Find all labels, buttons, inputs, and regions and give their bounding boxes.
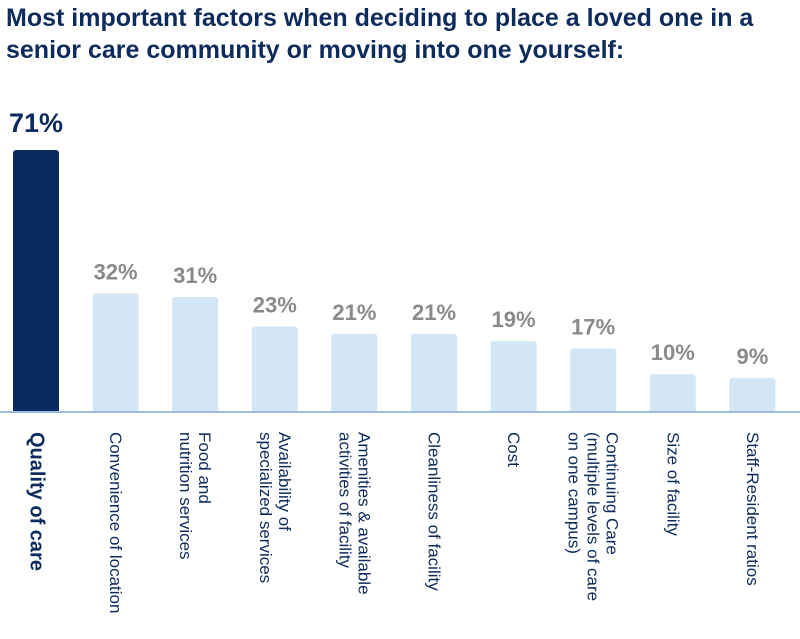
bar: [490, 341, 537, 413]
data-label: 21%: [332, 300, 376, 325]
data-label: 32%: [94, 259, 138, 284]
bar: [411, 333, 457, 413]
data-label: 23%: [253, 292, 297, 317]
category-label: Food and nutrition services: [176, 432, 215, 560]
bar: [649, 374, 696, 413]
category-label: Continuing Care (multiple levels of care…: [564, 432, 622, 602]
category-label: Cleanliness of facility: [424, 432, 444, 591]
data-label: 71%: [9, 108, 63, 138]
bar: [331, 333, 378, 413]
bar: [729, 377, 776, 413]
category-label: Staff-Resident ratios: [742, 432, 762, 586]
data-label: 19%: [492, 307, 536, 332]
category-label: Availability of specialized services: [255, 432, 294, 584]
bar: [172, 297, 219, 413]
bar: [570, 348, 617, 413]
bar: [13, 150, 59, 413]
data-label: 31%: [173, 263, 217, 288]
data-label: 17%: [571, 315, 615, 340]
bar: [251, 326, 298, 413]
bar: [92, 293, 139, 413]
category-label: Quality of care: [25, 432, 48, 571]
category-label: Convenience of location: [106, 432, 126, 614]
chart-title: Most important factors when deciding to …: [6, 4, 754, 64]
data-label: 21%: [412, 300, 456, 325]
category-label: Size of facility: [663, 432, 683, 536]
data-label: 9%: [737, 344, 769, 369]
category-label: Amenities & available activities of faci…: [335, 432, 374, 595]
data-label: 10%: [651, 340, 695, 365]
category-label: Cost: [504, 432, 524, 467]
